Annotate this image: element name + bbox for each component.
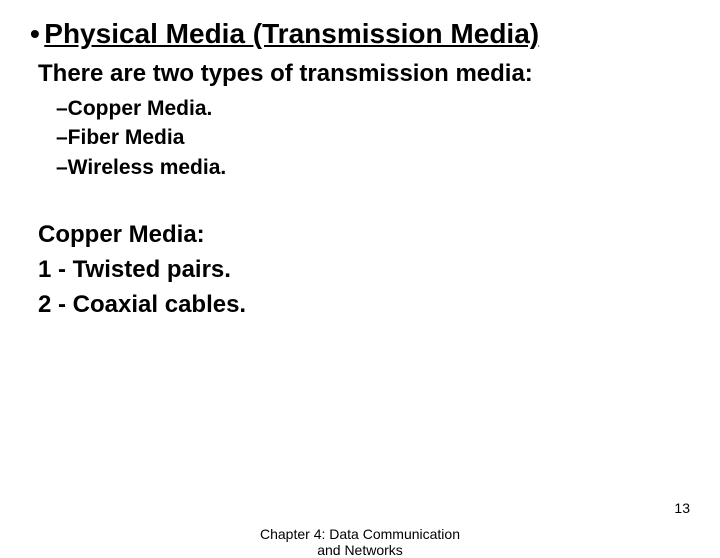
title-bullet: • [30, 18, 40, 49]
section-line: 2 - Coaxial cables. [38, 288, 690, 323]
slide-content: • Physical Media (Transmission Media) Th… [0, 0, 720, 323]
dash-item: –Fiber Media [56, 123, 690, 152]
dash-item: –Copper Media. [56, 94, 690, 123]
subtitle: There are two types of transmission medi… [38, 60, 690, 88]
title-row: • Physical Media (Transmission Media) [30, 18, 690, 50]
section-line: 1 - Twisted pairs. [38, 253, 690, 288]
spacer [30, 182, 690, 218]
section-heading: Copper Media: [38, 218, 690, 253]
footer-line2: and Networks [260, 542, 460, 558]
dash-item: –Wireless media. [56, 153, 690, 182]
page-number: 13 [674, 500, 690, 516]
footer-center: Chapter 4: Data Communication and Networ… [260, 526, 460, 558]
title-text: Physical Media (Transmission Media) [44, 18, 539, 49]
